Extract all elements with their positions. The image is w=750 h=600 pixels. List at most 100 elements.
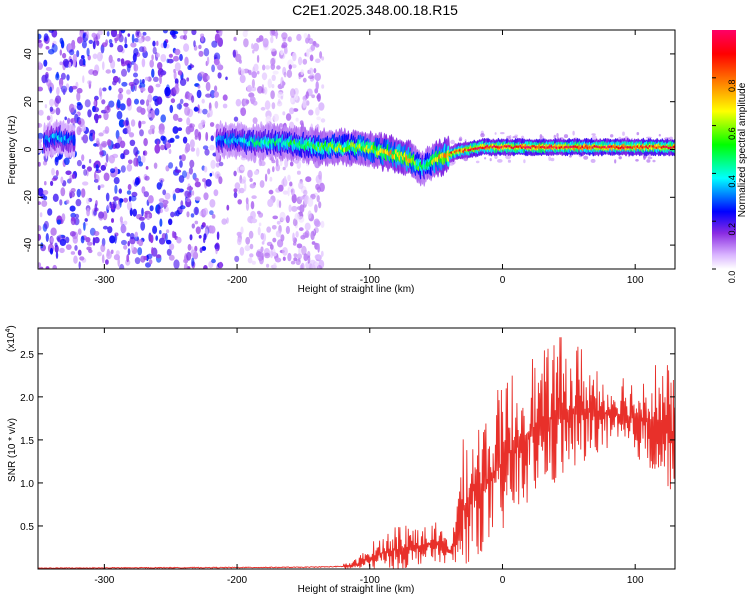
- noise-speck: [108, 39, 113, 44]
- noise-speck: [240, 107, 247, 117]
- noise-speck: [635, 159, 639, 162]
- noise-speck: [130, 195, 137, 202]
- noise-speck: [214, 100, 219, 109]
- noise-speck: [145, 166, 149, 170]
- noise-speck: [174, 62, 181, 72]
- noise-speck: [310, 44, 316, 51]
- noise-speck: [234, 255, 240, 263]
- noise-speck: [117, 58, 121, 62]
- noise-speck: [82, 58, 86, 66]
- noise-speck: [126, 163, 133, 172]
- noise-speck: [107, 139, 112, 147]
- noise-speck: [123, 244, 128, 250]
- noise-speck: [237, 199, 242, 205]
- noise-speck: [211, 40, 218, 48]
- noise-speck: [144, 175, 150, 181]
- noise-speck: [190, 249, 197, 258]
- noise-speck: [209, 210, 214, 216]
- noise-speck: [190, 147, 196, 152]
- noise-speck: [270, 63, 276, 70]
- noise-speck: [54, 242, 58, 248]
- noise-speck: [448, 162, 454, 166]
- noise-speck: [269, 244, 274, 250]
- noise-speck: [213, 91, 219, 98]
- noise-speck: [316, 93, 321, 102]
- noise-speck: [550, 157, 555, 162]
- noise-speck: [114, 184, 118, 194]
- noise-speck: [210, 159, 216, 169]
- noise-speck: [77, 36, 83, 44]
- noise-speck: [139, 129, 144, 137]
- noise-speck: [236, 237, 242, 246]
- noise-speck: [311, 94, 315, 99]
- noise-speck: [74, 245, 78, 251]
- noise-speck: [106, 203, 111, 211]
- noise-speck: [98, 87, 102, 97]
- noise-speck: [166, 239, 172, 245]
- noise-speck: [51, 44, 58, 53]
- noise-speck: [245, 201, 250, 211]
- noise-speck: [45, 233, 49, 242]
- noise-speck: [169, 104, 174, 114]
- noise-speck: [282, 166, 286, 171]
- noise-speck: [101, 99, 106, 105]
- noise-speck: [245, 236, 251, 245]
- noise-speck: [262, 38, 269, 48]
- noise-speck: [296, 170, 301, 175]
- noise-speck: [256, 54, 260, 63]
- noise-speck: [66, 74, 70, 81]
- noise-speck: [272, 237, 277, 243]
- noise-speck: [106, 248, 110, 257]
- noise-speck: [111, 218, 114, 223]
- noise-speck: [159, 74, 162, 85]
- noise-speck: [272, 166, 275, 173]
- noise-speck: [56, 219, 62, 225]
- noise-speck: [157, 61, 163, 70]
- noise-speck: [143, 138, 148, 147]
- noise-speck: [153, 76, 159, 83]
- x-tick-label: -300: [94, 575, 114, 586]
- noise-speck: [164, 86, 171, 97]
- noise-speck: [302, 77, 307, 83]
- noise-speck: [283, 47, 288, 55]
- noise-speck: [257, 86, 264, 94]
- noise-speck: [194, 135, 198, 140]
- noise-speck: [194, 128, 199, 138]
- noise-speck: [92, 237, 96, 246]
- noise-speck: [38, 262, 42, 268]
- noise-speck: [166, 229, 170, 234]
- noise-speck: [141, 186, 146, 193]
- noise-speck: [108, 154, 115, 164]
- noise-speck: [302, 99, 307, 109]
- noise-speck: [302, 232, 309, 238]
- noise-speck: [168, 148, 172, 154]
- noise-speck: [226, 204, 230, 211]
- snr-plot-area: [38, 328, 675, 569]
- noise-speck: [86, 207, 90, 217]
- noise-speck: [200, 224, 204, 230]
- noise-speck: [239, 187, 245, 194]
- noise-speck: [156, 52, 160, 58]
- noise-speck: [98, 211, 105, 219]
- noise-speck: [307, 210, 312, 219]
- noise-speck: [258, 222, 262, 227]
- noise-speck: [94, 203, 98, 213]
- noise-speck: [142, 31, 147, 36]
- noise-speck: [234, 182, 241, 190]
- noise-speck: [507, 159, 511, 163]
- noise-speck: [169, 30, 176, 36]
- noise-speck: [206, 56, 210, 65]
- noise-speck: [251, 218, 258, 224]
- noise-speck: [128, 132, 135, 138]
- noise-speck: [133, 146, 139, 156]
- noise-speck: [38, 33, 42, 40]
- noise-speck: [128, 81, 135, 87]
- noise-speck: [130, 244, 134, 251]
- noise-speck: [70, 117, 77, 125]
- noise-speck: [318, 170, 322, 180]
- noise-speck: [137, 37, 144, 44]
- noise-speck: [142, 150, 148, 156]
- noise-speck: [121, 239, 127, 246]
- noise-speck: [247, 169, 253, 179]
- noise-speck: [76, 159, 82, 167]
